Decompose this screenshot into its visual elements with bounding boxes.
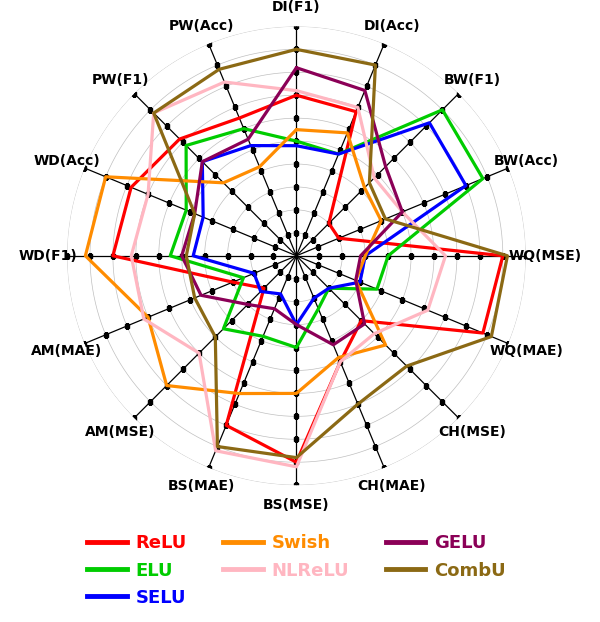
Legend: ReLU, ELU, SELU, Swish, NLReLU, GELU, CombU: ReLU, ELU, SELU, Swish, NLReLU, GELU, Co… xyxy=(80,527,513,614)
